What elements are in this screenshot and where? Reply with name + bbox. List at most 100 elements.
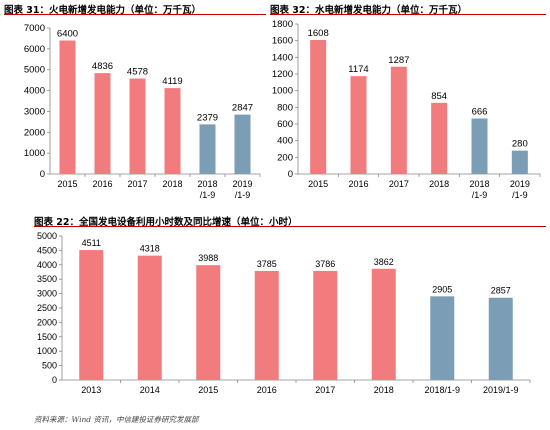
bar <box>164 88 181 174</box>
x-tick-label: 2019/1-9 <box>483 385 519 395</box>
y-tick-label: 6000 <box>24 44 45 55</box>
x-tick-label: 2019 <box>510 179 530 189</box>
x-tick-label: 2019 <box>232 179 252 189</box>
y-tick-label: 1800 <box>272 19 293 30</box>
y-tick-label: 3000 <box>24 106 45 117</box>
bar <box>471 118 488 174</box>
bar <box>390 66 407 174</box>
x-tick-label: 2015 <box>198 385 218 395</box>
data-label: 1608 <box>308 28 329 39</box>
bar <box>196 265 221 380</box>
y-tick-label: 2000 <box>24 127 45 138</box>
y-tick-label: 3000 <box>37 289 57 299</box>
bar <box>430 296 455 380</box>
data-label: 1287 <box>388 55 409 66</box>
y-tick-label: 800 <box>277 102 293 113</box>
y-tick-label: 7000 <box>24 23 45 34</box>
y-tick-label: 1600 <box>272 36 293 47</box>
x-tick-label: 2014 <box>140 385 160 395</box>
x-tick-label: /1-9 <box>200 190 216 200</box>
x-tick-label: 2016 <box>348 179 368 189</box>
y-tick-label: 1000 <box>272 86 293 97</box>
y-tick-label: 1000 <box>24 148 45 159</box>
x-tick-label: 2018 <box>197 179 217 189</box>
data-label: 3862 <box>374 257 394 267</box>
data-label: 6400 <box>57 29 78 40</box>
data-label: 4511 <box>82 238 101 248</box>
y-tick-label: 2500 <box>37 303 57 313</box>
y-tick-label: 5000 <box>37 231 57 241</box>
y-tick-label: 0 <box>52 375 57 385</box>
bar <box>488 297 513 380</box>
x-tick-label: 2013 <box>81 385 101 395</box>
y-tick-label: 0 <box>40 169 45 180</box>
bar <box>59 40 76 175</box>
x-tick-label: 2016 <box>257 385 277 395</box>
x-tick-label: 2017 <box>127 179 147 189</box>
y-tick-label: 5000 <box>24 65 45 76</box>
bar <box>313 270 338 380</box>
y-tick-label: 1200 <box>272 69 293 80</box>
y-tick-label: 1000 <box>37 346 57 356</box>
bar <box>79 250 104 380</box>
chart3-title: 图表 22：全国发电设备利用小时数及同比增速（单位：小时） <box>34 217 298 228</box>
x-tick-label: 2018/1-9 <box>424 385 460 395</box>
source-note: 资料来源：Wind 资讯，中信建投证券研究发展部 <box>34 415 199 424</box>
bar <box>371 268 396 380</box>
data-label: 854 <box>431 91 447 102</box>
x-tick-label: 2015 <box>308 179 328 189</box>
y-tick-label: 400 <box>277 136 293 147</box>
data-label: 280 <box>512 139 528 150</box>
chart2-title: 图表 32：水电新增发电能力（单位：万千瓦） <box>270 5 468 16</box>
bar <box>199 124 216 174</box>
data-label: 4119 <box>162 76 182 87</box>
bar <box>234 114 251 174</box>
x-tick-label: 2018 <box>469 179 489 189</box>
data-label: 2379 <box>197 112 218 123</box>
x-tick-label: /1-9 <box>512 190 528 200</box>
bar <box>350 76 367 174</box>
chart2: 0 200 400 600 800 1000 1200 1400 1600 1800 1608 201… <box>272 19 541 200</box>
bar <box>431 102 448 174</box>
data-label: 3988 <box>198 253 218 263</box>
x-tick-label: 2017 <box>315 385 335 395</box>
chart3: 0 500 1000 1500 2000 2500 3000 3500 4000 4500 5000… <box>37 231 531 395</box>
data-label: 4318 <box>140 244 160 254</box>
bar <box>137 255 162 380</box>
data-label: 1174 <box>348 64 368 75</box>
chart1: 0 1000 2000 3000 4000 5000 6000 7000 6400 2015 483… <box>24 23 261 200</box>
y-tick-label: 4500 <box>37 245 57 255</box>
y-tick-label: 1400 <box>272 52 293 63</box>
x-tick-label: /1-9 <box>235 190 251 200</box>
x-tick-label: 2015 <box>57 179 77 189</box>
y-tick-label: 600 <box>277 119 293 130</box>
x-tick-label: 2018 <box>374 385 394 395</box>
y-tick-label: 2000 <box>37 317 57 327</box>
data-label: 4836 <box>92 61 113 72</box>
title-rule <box>4 14 266 15</box>
title-rule <box>270 14 546 15</box>
data-label: 2847 <box>232 103 253 114</box>
data-label: 3786 <box>315 259 335 269</box>
data-label: 2857 <box>491 286 511 296</box>
x-tick-label: 2018 <box>429 179 449 189</box>
y-tick-label: 4000 <box>37 260 57 270</box>
data-label: 3785 <box>257 259 277 269</box>
title-rule <box>34 226 546 227</box>
y-tick-label: 0 <box>288 169 293 180</box>
data-label: 2905 <box>432 284 452 294</box>
y-tick-label: 4000 <box>24 86 45 97</box>
x-tick-label: 2017 <box>389 179 409 189</box>
y-tick-label: 200 <box>277 152 293 163</box>
chart1-title: 图表 31：火电新增发电能力（单位：万千瓦） <box>4 5 202 16</box>
x-tick-label: /1-9 <box>472 190 488 200</box>
bar <box>94 73 111 174</box>
y-tick-label: 1500 <box>37 332 57 342</box>
bar <box>129 78 146 174</box>
x-tick-label: 2018 <box>162 179 182 189</box>
bar <box>310 40 327 174</box>
x-tick-label: 2016 <box>92 179 112 189</box>
bar <box>511 150 528 174</box>
data-label: 666 <box>472 107 488 118</box>
data-label: 4578 <box>127 67 148 78</box>
